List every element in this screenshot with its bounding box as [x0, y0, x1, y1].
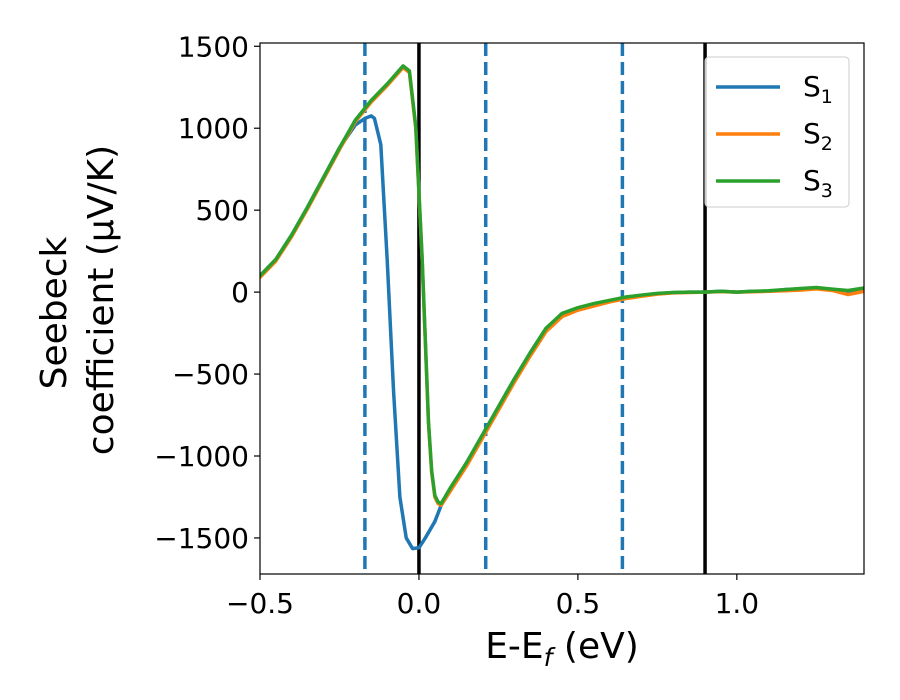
y-axis: 1500 1000 500 0 −500 −1000 −1500: [154, 30, 260, 555]
y-tick-label-2: 500: [196, 194, 249, 227]
y-axis-title-line1: Seebeck: [34, 236, 75, 389]
legend-label-s3: S3: [803, 164, 833, 202]
x-axis: −0.5 0.0 0.5 1.0: [226, 574, 759, 620]
x-axis-title-main: E-E: [485, 626, 543, 667]
x-tick-label-0: −0.5: [226, 587, 294, 620]
legend: S1 S2 S3: [704, 56, 850, 208]
x-tick-label-3: 1.0: [715, 587, 760, 620]
x-axis-title-unit: (eV): [552, 626, 638, 667]
x-tick-label-2: 0.5: [556, 587, 601, 620]
y-tick-label-6: −1500: [154, 522, 249, 555]
y-tick-label-0: 1500: [178, 30, 249, 63]
y-tick-label-5: −1000: [154, 440, 249, 473]
legend-label-s2: S2: [803, 117, 833, 155]
series-line-s3: [260, 64, 864, 506]
x-tick-label-1: 0.0: [397, 587, 442, 620]
legend-box: [704, 56, 850, 208]
y-tick-label-4: −500: [172, 358, 249, 391]
plot-frame: [259, 42, 865, 575]
y-tick-label-1: 1000: [178, 112, 249, 145]
y-axis-title-line2: coefficient (μV/K): [81, 145, 122, 455]
x-axis-title: E-Ef (eV): [485, 626, 639, 672]
data-series: [260, 64, 864, 551]
y-tick-label-3: 0: [231, 276, 249, 309]
legend-label-s1: S1: [803, 70, 833, 108]
